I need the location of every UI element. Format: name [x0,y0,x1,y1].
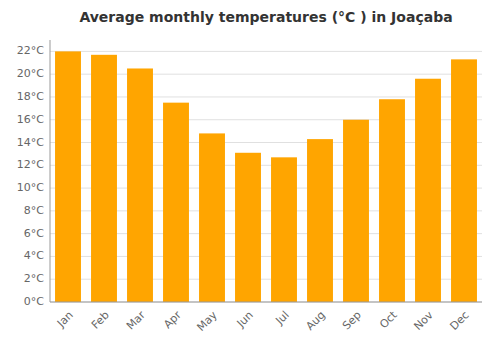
x-tick-label: Oct [377,308,400,331]
y-tick-label: 18°C [17,90,44,103]
bar [343,120,369,302]
bar [199,133,225,302]
x-tick-labels: Jan Feb Mar Apr May Jun Jul Aug Sep Oct Nov Dec [54,308,472,334]
bar [307,139,333,302]
chart-container: Average monthly temperatures (°C ) in Jo… [0,0,500,350]
bar [127,68,153,302]
y-tick-label: 12°C [17,158,44,171]
y-tick-labels: 0°C 2°C 4°C 6°C 8°C 10°C 12°C 14°C 16°C 18°C 20°C 2… [17,44,44,308]
grid-line [50,302,482,303]
bar [415,79,441,302]
x-tick-label: Jun [234,309,256,331]
x-tick-label: Mar [124,308,148,332]
bar [451,59,477,302]
x-tick-label: May [194,308,220,334]
y-tick-label: 10°C [17,181,44,194]
y-tick-label: 20°C [17,67,44,80]
bar [271,157,297,302]
x-axis-line [50,302,482,303]
bar [163,103,189,302]
y-tick-label: 22°C [17,44,44,57]
x-tick-label: Dec [448,309,472,333]
y-axis-line [50,40,51,302]
y-tick-label: 0°C [24,295,44,308]
x-tick-label: Jan [54,309,76,331]
bar [55,51,81,302]
y-tick-label: 8°C [24,204,44,217]
y-tick-label: 6°C [24,227,44,240]
y-tick-label: 4°C [24,249,44,262]
bars [55,51,477,302]
chart-title: Average monthly temperatures (°C ) in Jo… [79,9,452,25]
chart-svg: Average monthly temperatures (°C ) in Jo… [0,0,500,350]
y-tick-label: 14°C [17,136,44,149]
x-tick-label: Aug [303,309,327,333]
bar [235,153,261,302]
bar [91,55,117,302]
x-tick-label: Apr [161,308,184,331]
x-tick-label: Sep [340,309,364,333]
bar [379,99,405,302]
x-tick-label: Feb [89,309,112,332]
y-tick-label: 2°C [24,272,44,285]
x-tick-label: Jul [272,309,291,328]
y-grid [50,51,482,302]
grid-line [50,51,482,52]
x-tick-label: Nov [411,308,436,333]
y-tick-label: 16°C [17,113,44,126]
